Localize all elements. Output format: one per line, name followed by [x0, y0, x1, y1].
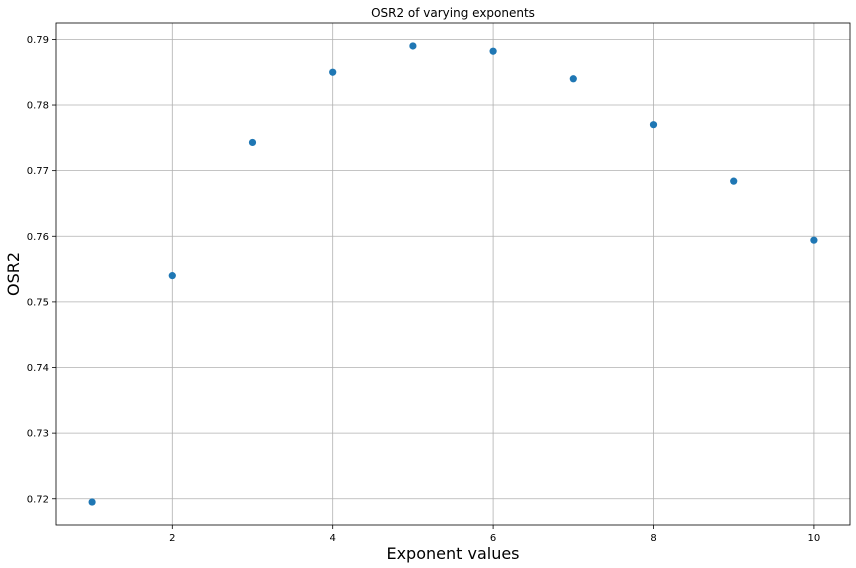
x-tick-label: 2 [169, 533, 175, 544]
y-tick-label: 0.76 [27, 232, 49, 243]
x-tick-label: 8 [650, 533, 656, 544]
y-tick-label: 0.78 [27, 101, 49, 112]
plot-frame [55, 22, 851, 526]
data-point [569, 75, 577, 83]
data-point [248, 138, 257, 147]
x-tick-label: 4 [330, 533, 336, 544]
y-axis-label: OSR2 [4, 252, 23, 296]
y-tick-label: 0.74 [27, 363, 49, 374]
y-tick-label: 0.75 [27, 297, 49, 308]
y-tick-label: 0.72 [27, 494, 49, 505]
data-point [489, 47, 497, 55]
data-point [329, 68, 337, 76]
data-point [168, 272, 176, 280]
x-axis-label: Exponent values [386, 544, 519, 563]
y-tick-label: 0.79 [27, 35, 49, 46]
x-tick-label: 6 [490, 533, 496, 544]
x-tick-label: 10 [808, 533, 821, 544]
axis-ticks: 2 4 6 8 10 0.72 0.73 0.74 0.75 0.76 0.77 0.78 0.79 [27, 35, 821, 544]
chart-title: OSR2 of varying exponents [371, 6, 535, 20]
y-tick-label: 0.73 [27, 429, 49, 440]
data-point [88, 498, 96, 506]
data-point [730, 177, 738, 185]
data-points [88, 42, 818, 506]
y-tick-label: 0.77 [27, 166, 49, 177]
data-point [649, 121, 658, 129]
grid [56, 23, 850, 525]
data-point [810, 236, 818, 244]
data-point [409, 42, 417, 50]
